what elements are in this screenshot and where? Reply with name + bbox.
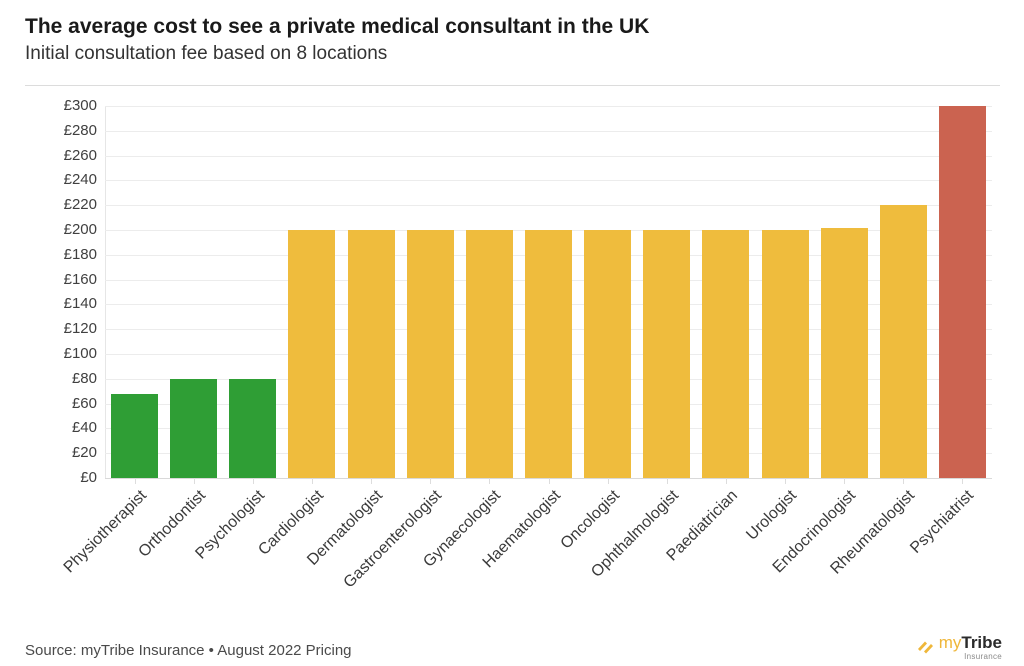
- y-axis-label: £140: [63, 295, 97, 313]
- bar-dermatologist: [347, 230, 395, 478]
- y-axis-line: [105, 106, 106, 478]
- x-tick: [548, 478, 550, 484]
- x-tick: [903, 478, 905, 484]
- gridline: [105, 205, 992, 207]
- bar-orthodontist: [170, 378, 218, 478]
- bar-haematologist: [525, 230, 572, 478]
- y-axis-label: £200: [63, 221, 97, 238]
- chart-title: The average cost to see a private medica…: [25, 15, 650, 38]
- logo-slashes-icon: [917, 641, 933, 654]
- mytribe-logo: myTribe Insurance: [917, 634, 1002, 661]
- y-axis-label: £240: [63, 171, 97, 189]
- bar-urologist: [761, 230, 809, 478]
- y-axis-label: £300: [63, 97, 97, 114]
- gridline: [105, 180, 992, 182]
- chart-header: The average cost to see a private medica…: [25, 13, 1000, 67]
- x-tick: [785, 478, 787, 484]
- y-axis-label: £120: [63, 320, 97, 338]
- bar-endocrinologist: [820, 227, 868, 478]
- y-axis-label: £220: [63, 196, 97, 214]
- bar-rheumatologist: [879, 205, 927, 478]
- logo-tribe: Tribe: [961, 633, 1002, 652]
- logo-wordmark: myTribe: [939, 634, 1002, 652]
- x-tick: [666, 478, 668, 484]
- bar-psychologist: [229, 378, 277, 478]
- y-axis-label: £0: [80, 469, 97, 486]
- bar-psychiatrist: [938, 106, 986, 478]
- chart-subtitle: Initial consultation fee based on 8 loca…: [25, 43, 388, 65]
- x-tick: [844, 478, 846, 484]
- source-text: Source: myTribe Insurance • August 2022 …: [25, 642, 352, 659]
- x-tick: [962, 478, 964, 484]
- bar-gynaecologist: [465, 230, 513, 478]
- x-tick: [725, 478, 727, 484]
- y-axis-label: £280: [63, 121, 97, 139]
- gridline: [105, 106, 992, 107]
- bar-gastroenterologist: [406, 230, 454, 478]
- y-axis-label: £40: [71, 419, 97, 437]
- bar-cardiologist: [288, 230, 336, 478]
- x-tick: [607, 478, 609, 484]
- logo-my: my: [938, 633, 962, 652]
- y-axis-label: £20: [71, 444, 97, 462]
- x-tick: [430, 478, 432, 484]
- logo-subtext: Insurance: [964, 652, 1002, 661]
- gridline: [105, 130, 992, 132]
- y-axis-label: £180: [63, 245, 97, 263]
- x-tick: [134, 478, 136, 484]
- y-axis-label: £80: [71, 369, 97, 387]
- bar-ophthalmologist: [643, 230, 691, 478]
- y-axis-label: £100: [63, 345, 97, 362]
- x-tick: [371, 478, 373, 484]
- x-tick: [489, 478, 491, 484]
- gridline: [105, 155, 992, 157]
- header-divider: [25, 85, 1000, 86]
- y-axis-label: £60: [71, 394, 97, 412]
- x-tick: [311, 478, 313, 484]
- x-tick: [193, 478, 195, 484]
- x-tick: [252, 478, 254, 484]
- bar-paediatrician: [702, 230, 750, 478]
- bar-physiotherapist: [111, 393, 159, 478]
- logo-text: myTribe Insurance: [939, 634, 1002, 662]
- y-axis-label: £260: [63, 146, 97, 164]
- y-axis-label: £160: [63, 270, 97, 288]
- bar-oncologist: [584, 230, 632, 478]
